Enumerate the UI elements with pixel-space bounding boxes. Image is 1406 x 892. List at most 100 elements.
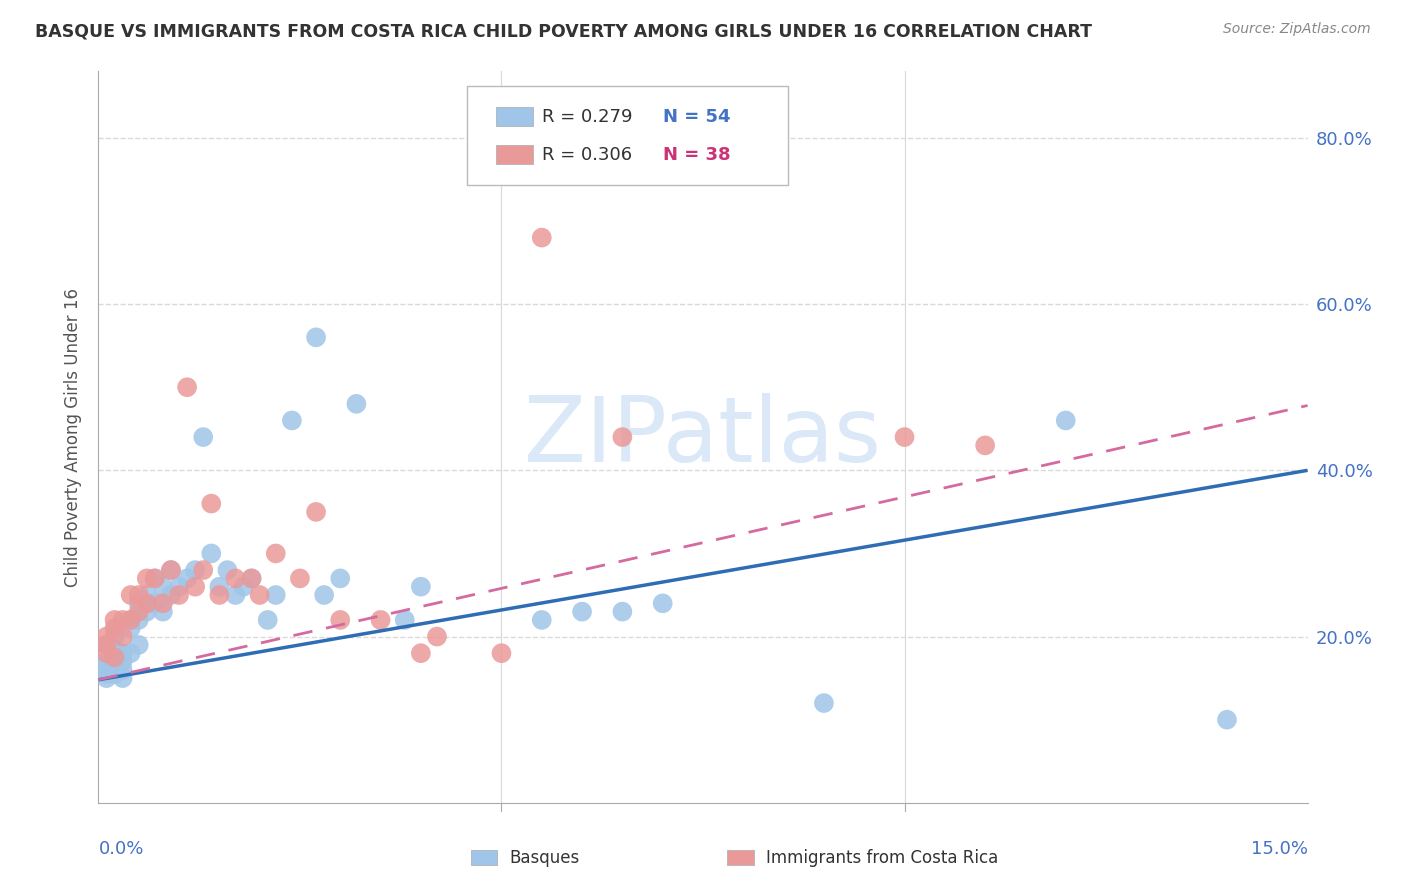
Point: [329, 613, 352, 627]
Point: [184, 563, 207, 577]
Point: [893, 430, 915, 444]
Point: [193, 563, 215, 577]
Point: [152, 596, 174, 610]
Point: [344, 397, 367, 411]
Point: [128, 638, 150, 652]
Point: [264, 546, 287, 560]
Point: [288, 571, 311, 585]
Point: [111, 655, 134, 669]
Text: R = 0.306: R = 0.306: [543, 145, 633, 164]
Point: [111, 663, 134, 677]
Point: [103, 658, 125, 673]
Point: [370, 613, 392, 627]
Point: [152, 580, 174, 594]
Point: [394, 613, 416, 627]
Point: [103, 642, 125, 657]
Text: Immigrants from Costa Rica: Immigrants from Costa Rica: [766, 848, 998, 867]
Point: [120, 613, 142, 627]
Point: [160, 588, 183, 602]
Point: [426, 630, 449, 644]
Point: [103, 650, 125, 665]
Point: [143, 571, 166, 585]
Point: [96, 667, 118, 681]
Point: [813, 696, 835, 710]
Point: [409, 580, 432, 594]
Point: [135, 571, 157, 585]
Point: [305, 330, 328, 344]
Point: [135, 588, 157, 602]
Point: [176, 380, 198, 394]
Text: R = 0.279: R = 0.279: [543, 108, 633, 126]
Point: [651, 596, 673, 610]
Text: Source: ZipAtlas.com: Source: ZipAtlas.com: [1223, 22, 1371, 37]
Point: [111, 630, 134, 644]
Point: [167, 580, 190, 594]
Point: [111, 613, 134, 627]
Point: [96, 671, 118, 685]
Point: [200, 497, 222, 511]
Point: [200, 546, 222, 560]
Point: [530, 613, 553, 627]
Point: [135, 605, 157, 619]
Point: [103, 613, 125, 627]
Text: BASQUE VS IMMIGRANTS FROM COSTA RICA CHILD POVERTY AMONG GIRLS UNDER 16 CORRELAT: BASQUE VS IMMIGRANTS FROM COSTA RICA CHI…: [35, 22, 1092, 40]
Point: [96, 630, 118, 644]
Text: 15.0%: 15.0%: [1250, 840, 1308, 858]
Point: [612, 605, 634, 619]
Point: [281, 413, 304, 427]
Point: [128, 588, 150, 602]
Point: [305, 505, 328, 519]
Point: [530, 230, 553, 244]
Point: [103, 650, 125, 665]
Text: N = 54: N = 54: [664, 108, 731, 126]
Point: [208, 580, 231, 594]
Point: [571, 605, 593, 619]
Point: [240, 571, 263, 585]
FancyBboxPatch shape: [496, 145, 533, 164]
Point: [128, 605, 150, 619]
Point: [256, 613, 278, 627]
Y-axis label: Child Poverty Among Girls Under 16: Child Poverty Among Girls Under 16: [63, 287, 82, 587]
Point: [224, 571, 246, 585]
Point: [120, 646, 142, 660]
Point: [120, 621, 142, 635]
Point: [135, 596, 157, 610]
Point: [1054, 413, 1077, 427]
Point: [232, 580, 254, 594]
FancyBboxPatch shape: [727, 850, 754, 865]
Point: [103, 630, 125, 644]
Point: [329, 571, 352, 585]
Point: [240, 571, 263, 585]
Point: [96, 646, 118, 660]
Point: [264, 588, 287, 602]
Point: [974, 438, 997, 452]
Point: [184, 580, 207, 594]
Point: [120, 613, 142, 627]
Point: [224, 588, 246, 602]
FancyBboxPatch shape: [467, 86, 787, 185]
Point: [208, 588, 231, 602]
Point: [96, 655, 118, 669]
Point: [409, 646, 432, 660]
FancyBboxPatch shape: [496, 107, 533, 127]
Point: [128, 596, 150, 610]
Point: [193, 430, 215, 444]
Point: [96, 638, 118, 652]
Point: [96, 638, 118, 652]
Point: [96, 658, 118, 673]
Text: ZIPatlas: ZIPatlas: [524, 393, 882, 481]
Point: [160, 563, 183, 577]
Point: [103, 621, 125, 635]
Text: Basques: Basques: [509, 848, 579, 867]
Point: [491, 646, 513, 660]
Point: [167, 588, 190, 602]
Point: [249, 588, 271, 602]
Point: [111, 671, 134, 685]
Text: 0.0%: 0.0%: [98, 840, 143, 858]
Point: [1216, 713, 1239, 727]
Point: [314, 588, 336, 602]
Point: [120, 588, 142, 602]
Point: [103, 667, 125, 681]
Point: [111, 646, 134, 660]
Point: [128, 613, 150, 627]
